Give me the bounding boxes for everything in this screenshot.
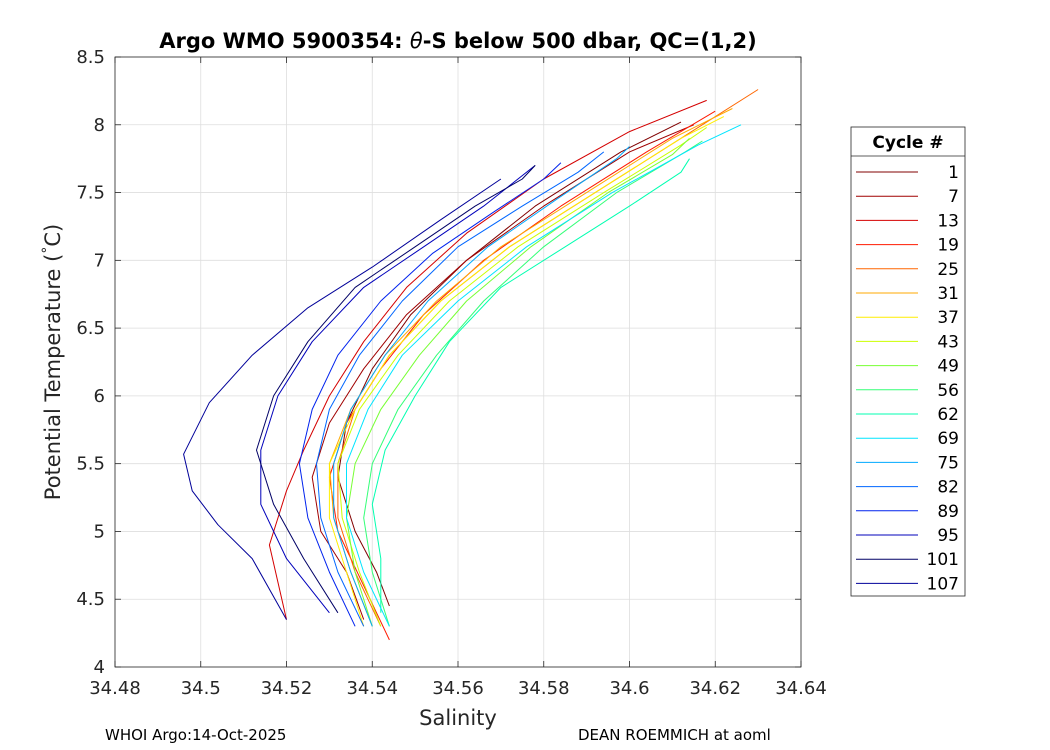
legend-label-cycle-13: 13 bbox=[937, 211, 959, 231]
x-tick-label: 34.52 bbox=[261, 678, 313, 699]
legend-label-cycle-62: 62 bbox=[937, 405, 959, 425]
legend-label-cycle-56: 56 bbox=[937, 381, 959, 401]
series-line-cycle-82 bbox=[316, 151, 605, 627]
legend-label-cycle-82: 82 bbox=[937, 478, 959, 498]
series-line-cycle-95 bbox=[260, 165, 536, 614]
legend: Cycle # 1 7 13 19 25 31 37 43 49 56 62 69 75 82 89 95 10… bbox=[850, 126, 966, 597]
legend-label-cycle-31: 31 bbox=[937, 284, 959, 304]
legend-label-cycle-89: 89 bbox=[937, 502, 959, 522]
x-tick-label: 34.56 bbox=[432, 678, 484, 699]
y-tick-label: 6.5 bbox=[76, 318, 105, 339]
x-tick-label: 34.6 bbox=[609, 678, 649, 699]
series-line-cycle-107 bbox=[183, 178, 502, 620]
legend-label-cycle-107: 107 bbox=[927, 574, 959, 594]
y-tick-label: 8.5 bbox=[76, 47, 105, 68]
footer-left-credit: WHOI Argo:14-Oct-2025 bbox=[105, 726, 287, 744]
series-line-cycle-1 bbox=[337, 121, 682, 607]
legend-label-cycle-95: 95 bbox=[937, 526, 959, 546]
y-tick-label: 7 bbox=[94, 250, 105, 271]
series-line-cycle-75 bbox=[333, 146, 630, 627]
legend-label-cycle-69: 69 bbox=[937, 429, 959, 449]
series-line-cycle-49 bbox=[346, 137, 690, 627]
axis-ticks: 34.48 34.5 34.52 34.54 34.56 34.58 34.6 34.62 34… bbox=[76, 47, 826, 699]
series-line-cycle-69 bbox=[346, 124, 742, 627]
legend-label-cycle-101: 101 bbox=[927, 550, 959, 570]
title-theta-symbol: θ bbox=[410, 29, 423, 53]
series-line-cycle-13 bbox=[268, 99, 707, 620]
series-line-cycle-37 bbox=[328, 116, 725, 627]
y-tick-label: 5 bbox=[94, 521, 105, 542]
footer-right-credit: DEAN ROEMMICH at aoml bbox=[578, 726, 771, 744]
legend-entries: 1 7 13 19 25 31 37 43 49 56 62 69 75 82 89 95 101 107 bbox=[856, 163, 959, 594]
degree-symbol: ° bbox=[40, 247, 56, 254]
series-line-cycle-43 bbox=[337, 127, 707, 627]
y-axis-label: Potential Temperature (°C) bbox=[40, 224, 65, 500]
x-axis-label: Salinity bbox=[419, 706, 497, 730]
legend-label-cycle-75: 75 bbox=[937, 453, 959, 473]
y-tick-label: 4 bbox=[94, 657, 105, 678]
x-tick-label: 34.48 bbox=[89, 678, 141, 699]
legend-label-cycle-43: 43 bbox=[937, 332, 959, 352]
legend-label-cycle-37: 37 bbox=[937, 308, 959, 328]
legend-box bbox=[850, 126, 966, 597]
series-layer bbox=[183, 89, 759, 641]
series-line-cycle-62 bbox=[371, 158, 690, 613]
chart-title: Argo WMO 5900354: θ-S below 500 dbar, QC… bbox=[159, 29, 756, 53]
legend-title: Cycle # bbox=[872, 133, 943, 153]
y-tick-label: 7.5 bbox=[76, 183, 105, 204]
x-tick-label: 34.58 bbox=[518, 678, 570, 699]
x-tick-label: 34.54 bbox=[346, 678, 398, 699]
series-line-cycle-101 bbox=[256, 165, 536, 614]
legend-label-cycle-1: 1 bbox=[948, 163, 959, 183]
y-tick-label: 8 bbox=[94, 115, 105, 136]
series-line-cycle-56 bbox=[363, 140, 703, 627]
legend-label-cycle-19: 19 bbox=[937, 236, 959, 256]
series-line-cycle-89 bbox=[298, 162, 562, 627]
x-tick-label: 34.5 bbox=[181, 678, 221, 699]
x-tick-label: 34.62 bbox=[689, 678, 741, 699]
legend-label-cycle-49: 49 bbox=[937, 357, 959, 377]
legend-label-cycle-25: 25 bbox=[937, 260, 959, 280]
y-tick-label: 5.5 bbox=[76, 454, 105, 475]
x-tick-label: 34.64 bbox=[775, 678, 827, 699]
y-tick-label: 4.5 bbox=[76, 589, 105, 610]
y-tick-label: 6 bbox=[94, 386, 105, 407]
legend-label-cycle-7: 7 bbox=[948, 187, 959, 207]
